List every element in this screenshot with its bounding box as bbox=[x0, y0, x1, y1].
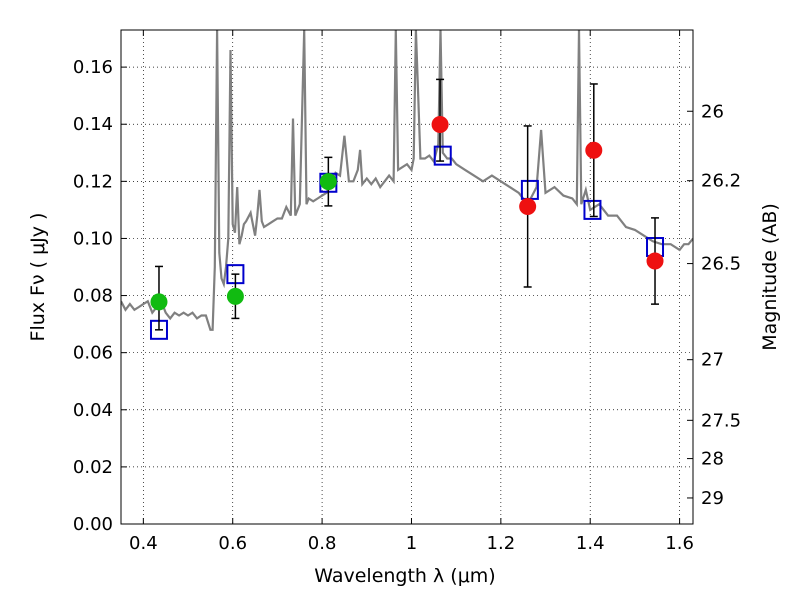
y2-tick-label: 29 bbox=[701, 488, 724, 509]
y-tick-label: 0.06 bbox=[73, 343, 113, 364]
y2-tick-label: 27.5 bbox=[701, 410, 741, 431]
red-data-point bbox=[519, 197, 537, 215]
x-tick-label: 1 bbox=[406, 533, 417, 554]
grid-lines bbox=[121, 30, 693, 524]
x-axis-label: Wavelength λ (μm) bbox=[314, 565, 495, 587]
y2-tick-label: 27 bbox=[701, 350, 724, 371]
x-tick-label: 1.6 bbox=[665, 533, 694, 554]
red-data-point bbox=[646, 252, 664, 270]
y-tick-label: 0.00 bbox=[73, 514, 113, 535]
green-data-point bbox=[150, 293, 168, 311]
green-data-point bbox=[226, 287, 244, 305]
y-tick-label: 0.02 bbox=[73, 457, 113, 478]
data-marks bbox=[149, 78, 665, 340]
plot-content bbox=[121, 30, 693, 340]
right-axis-label: Magnitude (AB) bbox=[759, 203, 781, 351]
x-tick-label: 0.4 bbox=[129, 533, 158, 554]
model-square-point bbox=[583, 199, 602, 220]
y2-tick-label: 28 bbox=[701, 449, 724, 470]
red-data-point bbox=[431, 116, 449, 134]
y-tick-label: 0.12 bbox=[73, 171, 113, 192]
y2-tick-label: 26.2 bbox=[701, 171, 741, 192]
model-spectrum-line bbox=[121, 30, 693, 331]
red-data-point bbox=[585, 141, 603, 159]
y-tick-label: 0.16 bbox=[73, 57, 113, 78]
y-tick-label: 0.04 bbox=[73, 400, 113, 421]
x-tick-label: 0.8 bbox=[308, 533, 337, 554]
y2-tick-label: 26.5 bbox=[701, 254, 741, 275]
y-tick-label: 0.08 bbox=[73, 286, 113, 307]
model-square-point bbox=[433, 145, 452, 166]
y-tick-label: 0.10 bbox=[73, 228, 113, 249]
x-tick-label: 0.6 bbox=[218, 533, 247, 554]
x-tick-label: 1.4 bbox=[576, 533, 605, 554]
y-tick-label: 0.14 bbox=[73, 114, 113, 135]
green-data-point bbox=[319, 173, 337, 191]
right-axis-ticks: 26 26.2 26.5 27 27.5 28 29 bbox=[687, 101, 741, 509]
x-tick-label: 1.2 bbox=[487, 533, 516, 554]
plot-frame bbox=[120, 29, 694, 525]
x-axis-ticks: 0.4 0.6 0.8 1 1.2 1.4 1.6 bbox=[129, 30, 694, 554]
y-axis-ticks: 0.00 0.02 0.04 0.06 0.08 0.10 0.12 0.14 0.16 bbox=[73, 57, 127, 535]
y-axis-label: Flux Fν ( μJy ) bbox=[27, 213, 49, 342]
y2-tick-label: 26 bbox=[701, 101, 724, 122]
